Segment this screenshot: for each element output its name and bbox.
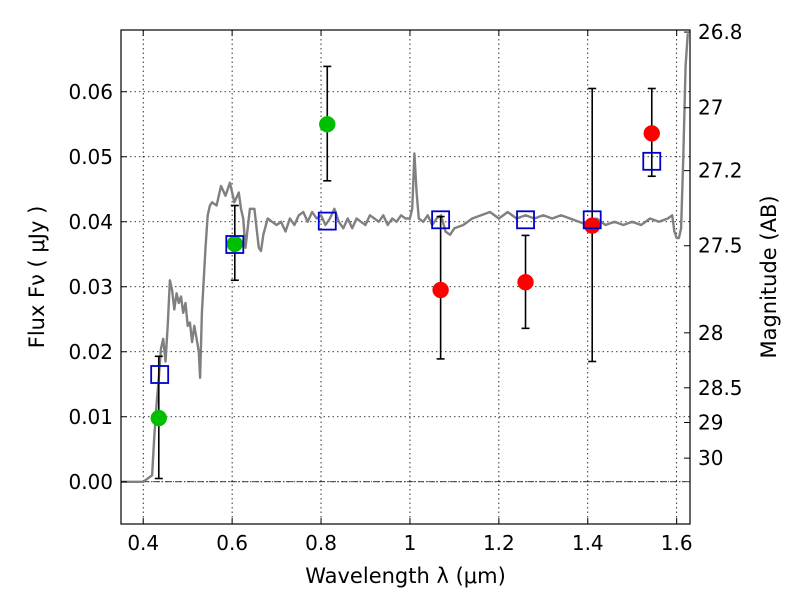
x-tick-label: 0.8 [305,531,337,555]
photometry-point [150,409,168,427]
x-tick-label: 1.6 [661,531,693,555]
photometry-point [643,125,661,142]
right-tick-label: 28 [698,321,723,345]
grid-lines [121,30,690,524]
photometry-point [517,273,534,291]
right-tick-label: 27.5 [698,234,743,258]
model-flux-square [582,210,602,230]
photometry-markers [150,116,662,427]
right-tick-label: 27.2 [698,159,743,183]
right-axis-label: Magnitude (AB) [757,195,781,358]
model-flux-square [516,210,535,230]
tick-labels: 0.4 0.6 0.8 1 1.2 1.4 1.6 0.00 0.01 0.02 0.03 0.04 0… [68,20,742,555]
x-tick-label: 1.2 [483,531,515,555]
y-tick-label: 0.06 [68,80,113,104]
right-tick-label: 30 [698,446,723,470]
plot-frame [120,29,691,525]
model-flux-square [431,210,451,230]
y-tick-label: 0.01 [68,405,113,429]
x-axis-label: Wavelength λ (μm) [305,564,506,588]
model-flux-square [150,365,170,384]
x-tick-label: 1 [404,531,417,555]
right-tick-label: 27 [698,96,723,120]
x-tick-label: 0.6 [216,531,248,555]
model-flux-square [642,151,662,171]
y-axis-label: Flux Fν ( μJy ) [25,206,49,349]
photometry-point [583,217,601,234]
model-flux-square [225,235,245,254]
error-bars [154,65,656,480]
model-spectrum [121,33,689,483]
y-tick-label: 0.05 [68,145,113,169]
y-tick-label: 0.02 [68,340,113,364]
photometry-point [226,235,244,253]
axis-ticks [121,30,690,524]
right-tick-label: 28.5 [698,376,743,400]
right-tick-label: 29 [698,410,723,434]
model-flux-square [317,211,337,231]
y-tick-label: 0.03 [68,275,113,299]
y-tick-label: 0.00 [68,470,113,494]
photometry-point [319,116,336,133]
x-tick-label: 0.4 [127,531,159,555]
right-tick-label: 26.8 [698,20,743,44]
photometry-point [432,281,449,299]
spectrum-line [121,33,689,483]
y-tick-label: 0.04 [68,210,113,234]
x-tick-label: 1.4 [572,531,604,555]
